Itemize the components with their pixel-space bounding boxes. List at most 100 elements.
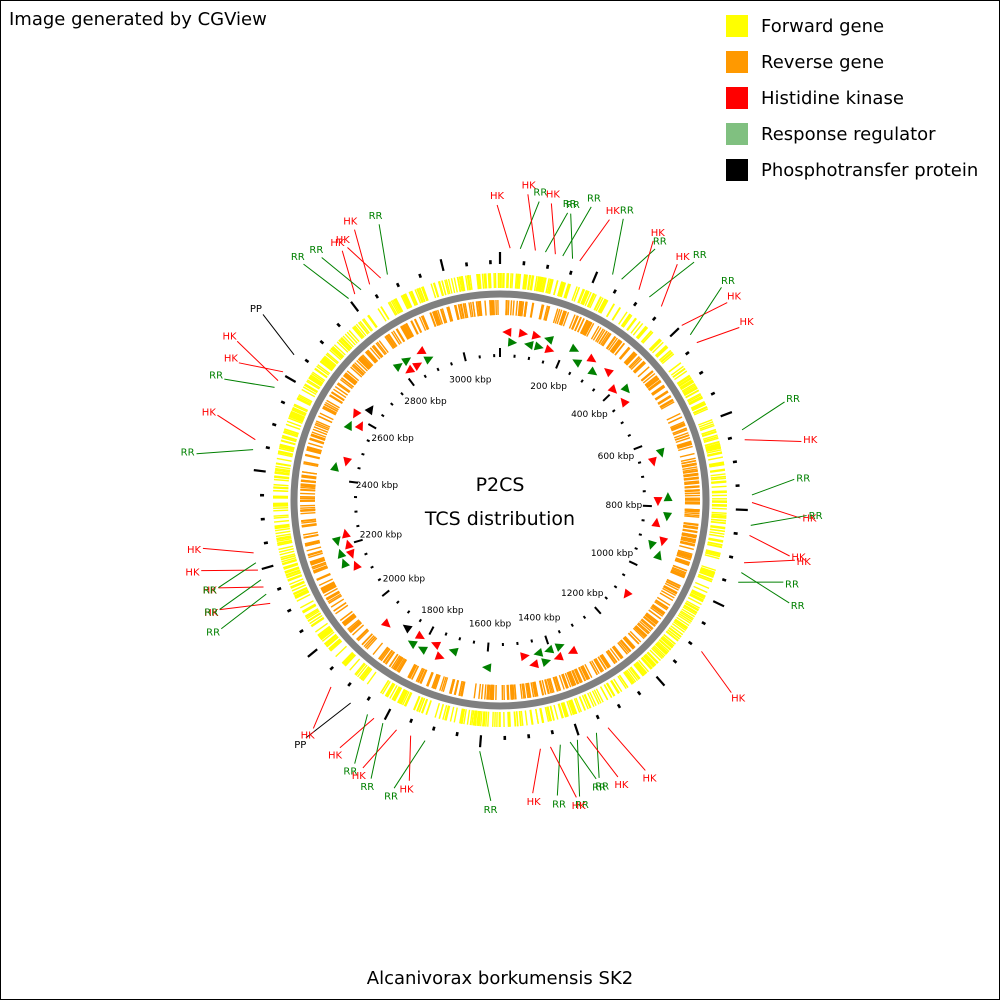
forward-gene [273, 490, 289, 493]
center-title: P2CS [476, 474, 525, 496]
tick-label: 1400 kbp [518, 614, 561, 624]
reverse-gene [460, 681, 465, 697]
outer-major-tick [655, 675, 666, 687]
legend-item-response-regulator: Response regulator [726, 116, 978, 152]
callout-label-rr: RR [653, 236, 667, 247]
forward-gene [642, 331, 654, 344]
inner-major-tick [348, 480, 359, 484]
reverse-gene [489, 684, 492, 700]
reverse-gene [574, 668, 583, 683]
forward-gene [288, 417, 303, 425]
reverse-gene [341, 377, 354, 388]
reverse-gene [350, 366, 363, 378]
callout-label-hk: HK [301, 730, 316, 741]
reverse-gene [570, 315, 579, 330]
forward-gene [482, 711, 485, 727]
forward-gene [517, 273, 520, 289]
forward-gene [704, 441, 720, 447]
reverse-gene [568, 671, 576, 686]
forward-gene [684, 602, 699, 612]
outer-minor-tick [319, 339, 325, 345]
reverse-gene [362, 354, 374, 367]
reverse-gene [437, 309, 444, 325]
inner-minor-tick [611, 409, 616, 413]
reverse-gene [431, 311, 439, 327]
reverse-gene [305, 541, 321, 547]
forward-gene [274, 471, 290, 475]
inner-minor-tick [361, 452, 365, 456]
inner-major-tick [633, 445, 643, 451]
callout-label-rr: RR [533, 188, 547, 199]
forward-gene [580, 289, 588, 305]
forward-gene [626, 318, 637, 331]
reverse-gene [584, 322, 593, 337]
forward-gene [549, 705, 555, 721]
reverse-gene [619, 347, 631, 360]
forward-gene [704, 554, 720, 560]
reverse-gene [646, 378, 660, 389]
forward-gene [329, 349, 342, 361]
forward-gene [322, 357, 336, 368]
tick-label: 1200 kbp [561, 589, 604, 599]
reverse-gene [521, 301, 525, 317]
reverse-gene [413, 318, 422, 334]
reverse-gene [666, 578, 681, 587]
forward-gene [311, 617, 325, 628]
reverse-gene [458, 680, 463, 696]
reverse-gene [480, 684, 484, 700]
reverse-gene [303, 534, 319, 539]
tick-label: 400 kbp [571, 410, 608, 420]
forward-gene [573, 287, 580, 302]
tick-label: 2200 kbp [360, 530, 403, 540]
reverse-gene [335, 604, 349, 615]
forward-gene [392, 299, 401, 314]
tcs-arrow-rr [392, 362, 403, 372]
reverse-gene [310, 558, 326, 566]
forward-gene [618, 674, 629, 688]
tcs-arrow-hk [405, 364, 416, 374]
forward-gene [294, 589, 309, 597]
reverse-gene [347, 619, 360, 630]
forward-gene [581, 695, 589, 710]
outer-minor-tick [721, 578, 727, 582]
outer-minor-tick [701, 620, 707, 626]
outer-minor-tick [545, 264, 550, 270]
forward-gene [589, 691, 597, 706]
forward-gene [461, 708, 466, 724]
forward-gene [687, 394, 702, 403]
forward-gene [626, 317, 637, 331]
forward-gene [442, 704, 448, 720]
forward-gene [700, 568, 715, 575]
inner-major-tick [628, 560, 638, 567]
tcs-arrow-rr [507, 337, 518, 347]
forward-gene [393, 687, 402, 702]
callout-label-hk: HK [802, 514, 817, 525]
forward-gene [306, 379, 321, 389]
forward-gene [508, 711, 511, 727]
legend-swatch-histidine-kinase [726, 87, 748, 109]
reverse-gene [680, 540, 696, 546]
reverse-gene [366, 637, 378, 650]
callout-line [549, 746, 577, 798]
callout-line [532, 748, 541, 794]
forward-gene [278, 548, 294, 553]
reverse-gene [589, 661, 598, 676]
reverse-gene [369, 347, 381, 360]
forward-gene [569, 699, 576, 715]
outer-minor-tick [698, 370, 704, 375]
tick-label: 1000 kbp [591, 549, 634, 559]
outer-minor-tick [304, 358, 310, 364]
reverse-gene [554, 308, 561, 324]
forward-gene [325, 635, 339, 647]
forward-gene [402, 691, 410, 706]
reverse-gene [554, 676, 561, 692]
callout-line [621, 248, 656, 280]
callout-line [576, 739, 581, 797]
forward-gene [682, 384, 697, 394]
callout-label-hk: HK [343, 217, 358, 228]
reverse-gene [321, 582, 336, 591]
reverse-gene [595, 657, 605, 672]
forward-gene [445, 705, 451, 721]
forward-gene [293, 404, 308, 413]
forward-gene [318, 627, 332, 638]
